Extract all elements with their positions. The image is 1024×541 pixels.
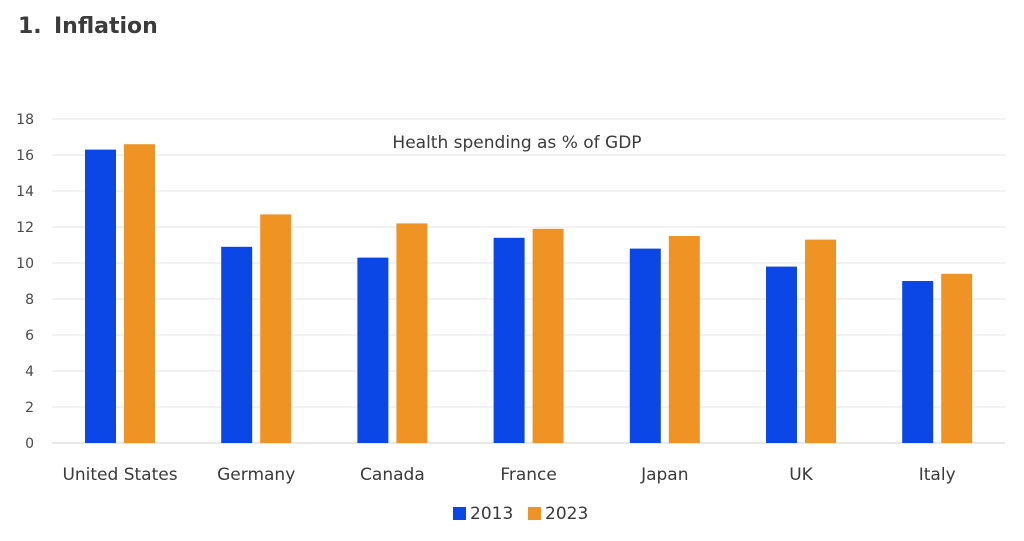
x-category-label: Germany	[217, 465, 295, 485]
bar-2023	[805, 239, 836, 443]
bar-2023	[668, 236, 700, 443]
bar-2013	[357, 257, 389, 443]
section-heading: 1. Inflation	[18, 14, 158, 39]
y-tick-label: 10	[16, 256, 34, 272]
x-category-label: United States	[62, 465, 177, 485]
y-tick-label: 14	[16, 184, 34, 200]
legend-label: 2013	[470, 504, 513, 524]
y-tick-label: 8	[25, 292, 34, 308]
x-category-label: UK	[789, 465, 813, 485]
bar-2013	[902, 281, 934, 443]
x-category-label: Canada	[360, 465, 425, 485]
bar-2013	[221, 246, 253, 443]
bar-2023	[260, 214, 292, 443]
legend-swatch	[528, 507, 541, 520]
y-tick-label: 0	[25, 436, 34, 452]
bar-2013	[85, 149, 116, 443]
bar-2013	[629, 248, 661, 443]
bar-2023	[532, 228, 564, 443]
chart-title: Health spending as % of GDP	[392, 133, 641, 153]
section-number: 1.	[18, 14, 42, 39]
y-tick-label: 12	[16, 220, 34, 236]
bars	[85, 144, 973, 443]
legend-swatch	[453, 507, 466, 520]
bar-2013	[493, 237, 525, 443]
x-axis-categories: United States Germany Canada France Japan UK I…	[62, 465, 955, 485]
y-tick-label: 16	[16, 148, 34, 164]
bar-2013	[766, 266, 797, 443]
bar-2023	[396, 223, 428, 443]
legend-label: 2023	[545, 504, 588, 524]
gridlines	[52, 118, 1005, 444]
bar-2023	[941, 273, 973, 443]
x-category-label: Japan	[640, 465, 688, 485]
x-category-label: Italy	[919, 465, 956, 485]
y-tick-label: 4	[25, 364, 34, 380]
y-tick-label: 6	[25, 328, 34, 344]
y-axis-ticks: 0 2 4 6 8 10 12 14 16 18	[16, 112, 34, 452]
x-category-label: France	[500, 465, 557, 485]
bar-2023	[124, 144, 155, 443]
section-title: Inflation	[54, 14, 158, 39]
y-tick-label: 18	[16, 112, 34, 128]
y-tick-label: 2	[25, 400, 34, 416]
legend: 2013 2023	[453, 504, 588, 524]
